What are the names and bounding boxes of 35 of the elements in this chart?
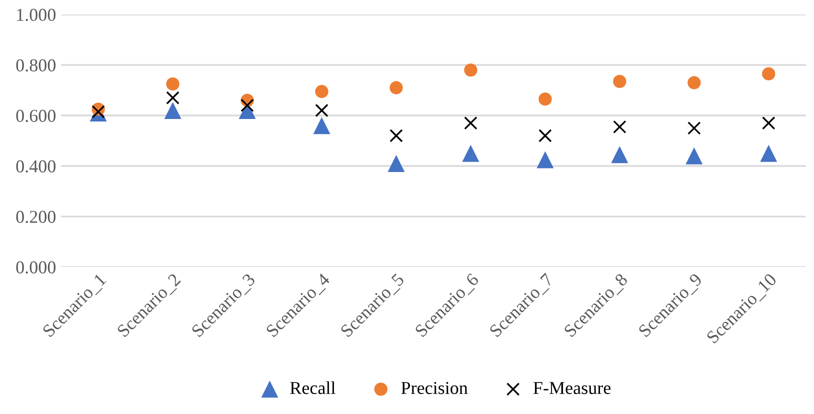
point [464, 116, 478, 130]
y-tick-label: 1.000 [17, 8, 56, 22]
y-tick-label: 0.000 [16, 261, 56, 274]
point [688, 76, 701, 90]
point [315, 84, 328, 98]
point [164, 102, 182, 119]
point [760, 144, 778, 162]
point [390, 81, 403, 94]
point [313, 117, 330, 134]
point [390, 129, 403, 142]
y-tick-label: 0.800 [16, 59, 56, 72]
point [92, 105, 105, 118]
point [687, 121, 701, 135]
point [536, 151, 554, 168]
point [686, 147, 703, 164]
point [538, 92, 552, 106]
point [462, 144, 480, 162]
point [611, 146, 628, 164]
point [762, 67, 776, 80]
legend-label: Recall [290, 381, 336, 394]
point [315, 104, 328, 118]
y-tick-label: 0.200 [16, 210, 56, 224]
legend-label: Precision [401, 382, 468, 394]
point [464, 63, 478, 77]
point [762, 116, 776, 130]
point [613, 74, 626, 88]
point [388, 154, 405, 172]
point [613, 120, 626, 134]
point [538, 129, 552, 142]
y-tick-label: 0.400 [16, 160, 56, 173]
point [166, 77, 180, 91]
point [240, 98, 254, 112]
legend-label: F-Measure [533, 382, 611, 394]
y-tick-label: 0.600 [16, 110, 56, 122]
point [166, 91, 180, 104]
